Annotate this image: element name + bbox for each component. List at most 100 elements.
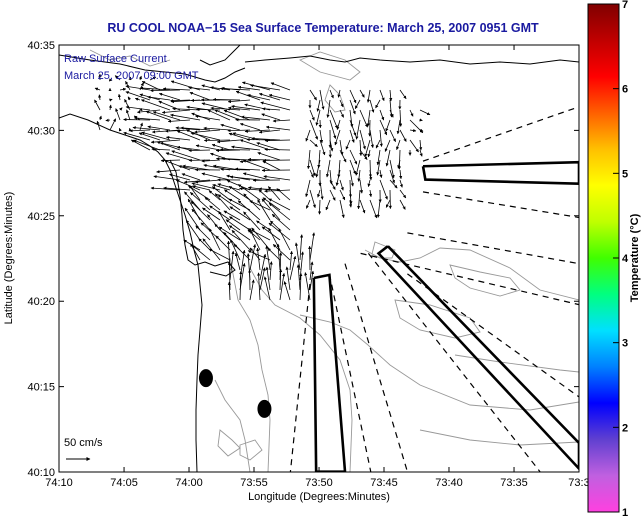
current-vector <box>194 179 221 184</box>
current-vector <box>268 202 291 221</box>
current-vector <box>309 232 316 261</box>
current-vector <box>156 169 181 174</box>
map-layer <box>59 45 579 472</box>
current-vector <box>227 281 231 301</box>
current-vector <box>317 189 321 198</box>
current-vector <box>367 149 371 158</box>
current-vector <box>128 76 132 81</box>
current-vector <box>125 91 151 101</box>
current-vector <box>227 106 251 111</box>
current-vector <box>219 147 251 152</box>
current-vector <box>138 75 142 81</box>
current-vector <box>203 138 231 143</box>
current-vectors <box>94 73 431 301</box>
current-vector <box>278 228 291 251</box>
current-vector <box>249 279 255 301</box>
current-vector <box>228 225 251 241</box>
current-vector <box>234 252 241 271</box>
current-vector <box>271 213 291 231</box>
current-vector <box>396 139 401 151</box>
current-vector <box>355 119 361 140</box>
y-tick-label: 40:25 <box>27 211 55 223</box>
current-vector <box>309 89 317 101</box>
y-axis: 40:10 40:15 40:20 40:25 40:30 40:35 <box>27 40 579 479</box>
current-vector <box>217 194 241 211</box>
current-vector <box>309 139 318 148</box>
current-vector <box>262 107 281 111</box>
current-vector <box>345 139 351 150</box>
current-vector <box>389 179 398 189</box>
current-vector <box>165 135 191 141</box>
current-vector <box>234 167 261 171</box>
current-vector <box>209 228 221 251</box>
current-vector <box>243 211 261 231</box>
current-vector <box>229 250 235 281</box>
scale-label: 50 cm/s <box>64 437 103 449</box>
current-vector <box>210 106 241 111</box>
current-vector <box>369 129 374 148</box>
colorbar-label: Temperature (°C) <box>629 213 641 302</box>
current-vector <box>256 142 281 151</box>
current-vector <box>339 149 347 163</box>
current-vector <box>305 179 311 198</box>
current-vector <box>305 199 311 209</box>
current-vector <box>257 272 261 301</box>
current-vector <box>379 169 383 179</box>
current-vector <box>309 270 315 291</box>
current-vector <box>265 245 271 271</box>
legend-line-1: Raw Surface Current <box>64 53 167 65</box>
current-vector <box>229 216 251 231</box>
coastline-sandy-hook <box>169 159 236 277</box>
current-vector <box>231 145 261 151</box>
current-vector <box>207 109 231 121</box>
current-vector <box>369 169 373 181</box>
current-vector <box>325 199 331 211</box>
current-vector <box>218 226 241 241</box>
current-vector <box>175 179 201 191</box>
current-vector <box>214 193 231 211</box>
current-vector <box>119 107 123 111</box>
x-axis-label: Longitude (Degrees:Minutes) <box>248 491 390 503</box>
current-vector <box>237 200 261 221</box>
current-vector <box>268 198 291 211</box>
current-vector <box>242 172 271 181</box>
current-vector <box>184 191 201 211</box>
current-vector <box>240 115 271 121</box>
current-vector <box>379 129 383 147</box>
contour-line <box>89 49 171 67</box>
current-vector <box>124 98 131 111</box>
current-vector <box>364 139 371 158</box>
current-vector <box>276 188 291 201</box>
current-vector <box>153 175 181 181</box>
current-vector <box>326 99 331 118</box>
current-vector <box>357 189 361 210</box>
current-vector <box>399 109 403 127</box>
current-vector <box>367 179 371 187</box>
current-vector <box>319 179 324 200</box>
current-vector <box>204 196 221 211</box>
current-vector <box>283 281 291 301</box>
current-vector <box>369 189 373 198</box>
current-vector <box>396 119 401 135</box>
current-vector <box>94 87 101 91</box>
current-vector <box>117 93 122 101</box>
current-vector <box>208 248 231 261</box>
x-tick-label: 74:10 <box>45 477 73 489</box>
current-vector <box>192 245 211 261</box>
current-vector <box>419 109 431 116</box>
current-vector <box>133 139 161 151</box>
colorbar-tick-label: 3 <box>622 338 628 350</box>
current-vector <box>195 114 221 121</box>
current-vector <box>218 210 231 231</box>
current-vector <box>132 126 161 131</box>
current-vector <box>359 129 366 150</box>
current-vector <box>176 130 201 141</box>
x-axis: 74:10 74:05 74:00 73:55 73:50 73:45 73:40 73:35… <box>45 45 590 489</box>
current-vector <box>98 115 102 121</box>
current-vector <box>379 179 388 200</box>
current-vector <box>159 141 191 151</box>
current-vector <box>399 189 407 199</box>
current-vector <box>269 261 273 281</box>
current-vector <box>262 160 281 171</box>
current-vector <box>369 99 375 113</box>
